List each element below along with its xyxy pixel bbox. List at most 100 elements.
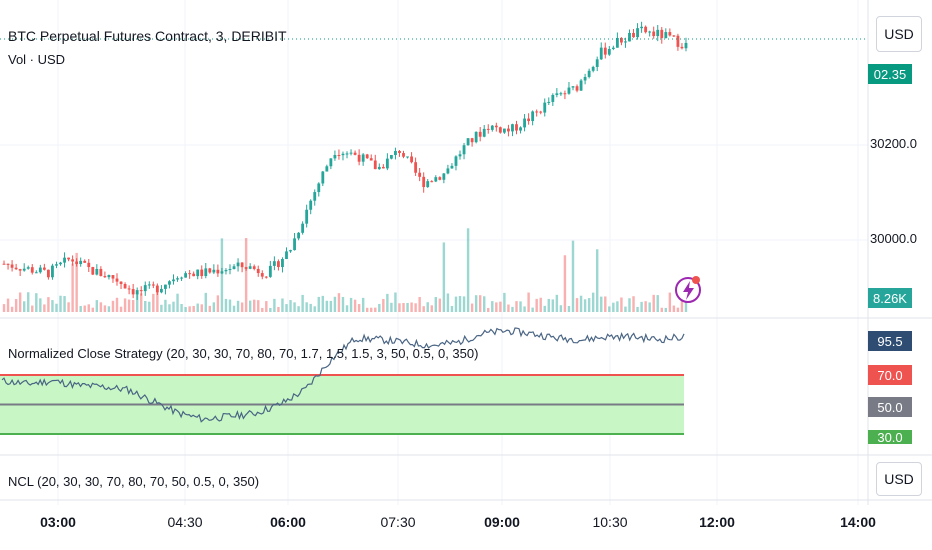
volume-bar xyxy=(228,299,232,312)
currency-button[interactable]: USD xyxy=(876,16,922,52)
candle-body xyxy=(22,268,26,271)
volume-bar xyxy=(111,300,115,312)
volume-bar xyxy=(115,297,119,312)
volume-bar xyxy=(644,301,647,312)
volume-bar xyxy=(491,301,494,312)
candle-body xyxy=(63,257,66,263)
volume-bar xyxy=(87,304,90,312)
candle-body xyxy=(547,101,551,103)
candle-body xyxy=(252,266,256,269)
volume-bar xyxy=(551,299,555,312)
volume-bar xyxy=(208,305,212,312)
volume-bar xyxy=(168,304,171,312)
candle-body xyxy=(341,153,345,156)
volume-bar xyxy=(160,304,163,312)
candle-body xyxy=(620,37,623,43)
volume-bar xyxy=(470,303,474,312)
volume-bar xyxy=(382,298,385,312)
candle-body xyxy=(357,154,361,162)
candle-body xyxy=(559,93,563,95)
volume-bar xyxy=(604,296,607,312)
volume-bar xyxy=(75,252,78,312)
volume-bar xyxy=(543,305,546,312)
candle-body xyxy=(571,86,575,88)
volume-bar xyxy=(430,305,433,312)
candle-body xyxy=(196,269,200,277)
candle-body xyxy=(531,111,535,122)
candle-body xyxy=(672,35,676,37)
volume-bar xyxy=(176,293,179,312)
candle-body xyxy=(236,262,240,267)
volume-bar xyxy=(99,302,103,312)
candle-body xyxy=(143,285,147,292)
candle-body xyxy=(628,32,631,42)
ncl-currency-button[interactable]: USD xyxy=(876,462,922,496)
volume-bar xyxy=(487,307,490,312)
candle-body xyxy=(309,200,313,210)
candle-body xyxy=(555,93,559,95)
volume-legend[interactable]: Vol · USD xyxy=(8,52,66,67)
volume-bar xyxy=(6,298,10,312)
volume-bar xyxy=(91,307,95,312)
current-price-tag: 02.35 xyxy=(868,64,912,84)
candle-body xyxy=(458,154,462,157)
volume-bar xyxy=(402,303,405,312)
volume-bar xyxy=(244,238,248,312)
volume-bar xyxy=(204,292,207,312)
volume-bar xyxy=(511,306,514,312)
candle-body xyxy=(543,102,547,113)
candle-body xyxy=(228,269,232,271)
volume-bar xyxy=(212,302,216,312)
volume-bar xyxy=(438,298,442,312)
volume-bar xyxy=(172,301,175,312)
volume-bar xyxy=(483,296,486,312)
volume-bar xyxy=(600,296,603,312)
candle-body xyxy=(285,251,288,260)
candle-body xyxy=(79,260,83,265)
volume-bar xyxy=(148,301,151,312)
candle-body xyxy=(680,46,684,49)
candle-body xyxy=(42,267,46,270)
candle-body xyxy=(377,166,381,170)
volume-bar xyxy=(398,303,401,312)
volume-bar xyxy=(107,306,111,312)
candle-body xyxy=(268,265,272,277)
candle-body xyxy=(337,154,341,156)
candle-body xyxy=(414,162,418,173)
volume-bar xyxy=(188,306,191,312)
candle-body xyxy=(103,276,107,278)
candle-body xyxy=(648,31,652,33)
volume-bar xyxy=(192,305,195,312)
volume-bar xyxy=(321,295,325,312)
volume-bar xyxy=(232,305,236,312)
volume-bar xyxy=(156,292,159,312)
candle-body xyxy=(430,181,434,183)
candle-body xyxy=(551,94,555,102)
volume-bar xyxy=(59,295,62,312)
volume-bar xyxy=(353,299,357,312)
time-axis-label: 14:00 xyxy=(840,514,876,530)
candle-body xyxy=(240,262,244,268)
volume-bar xyxy=(257,300,260,312)
volume-bar xyxy=(313,306,316,312)
volume-bar xyxy=(636,306,639,312)
volume-bar xyxy=(277,306,280,312)
volume-bar xyxy=(608,306,611,312)
volume-bar xyxy=(672,305,676,312)
ncl-legend[interactable]: NCL (20, 30, 30, 70, 80, 70, 50, 0.5, 0,… xyxy=(8,474,260,489)
volume-bar xyxy=(216,295,220,312)
candle-body xyxy=(151,284,155,286)
volume-bar xyxy=(357,304,361,312)
symbol-title[interactable]: BTC Perpetual Futures Contract, 3, DERIB… xyxy=(8,28,287,44)
volume-bar xyxy=(595,249,599,312)
volume-bar xyxy=(571,240,575,312)
candle-body xyxy=(519,127,522,131)
candle-body xyxy=(474,131,478,143)
volume-bar xyxy=(123,298,127,312)
strategy-legend[interactable]: Normalized Close Strategy (20, 30, 30, 7… xyxy=(8,346,479,361)
candle-body xyxy=(575,86,579,91)
volume-bar xyxy=(499,301,502,312)
candle-body xyxy=(482,128,486,137)
volume-bar xyxy=(337,293,341,312)
